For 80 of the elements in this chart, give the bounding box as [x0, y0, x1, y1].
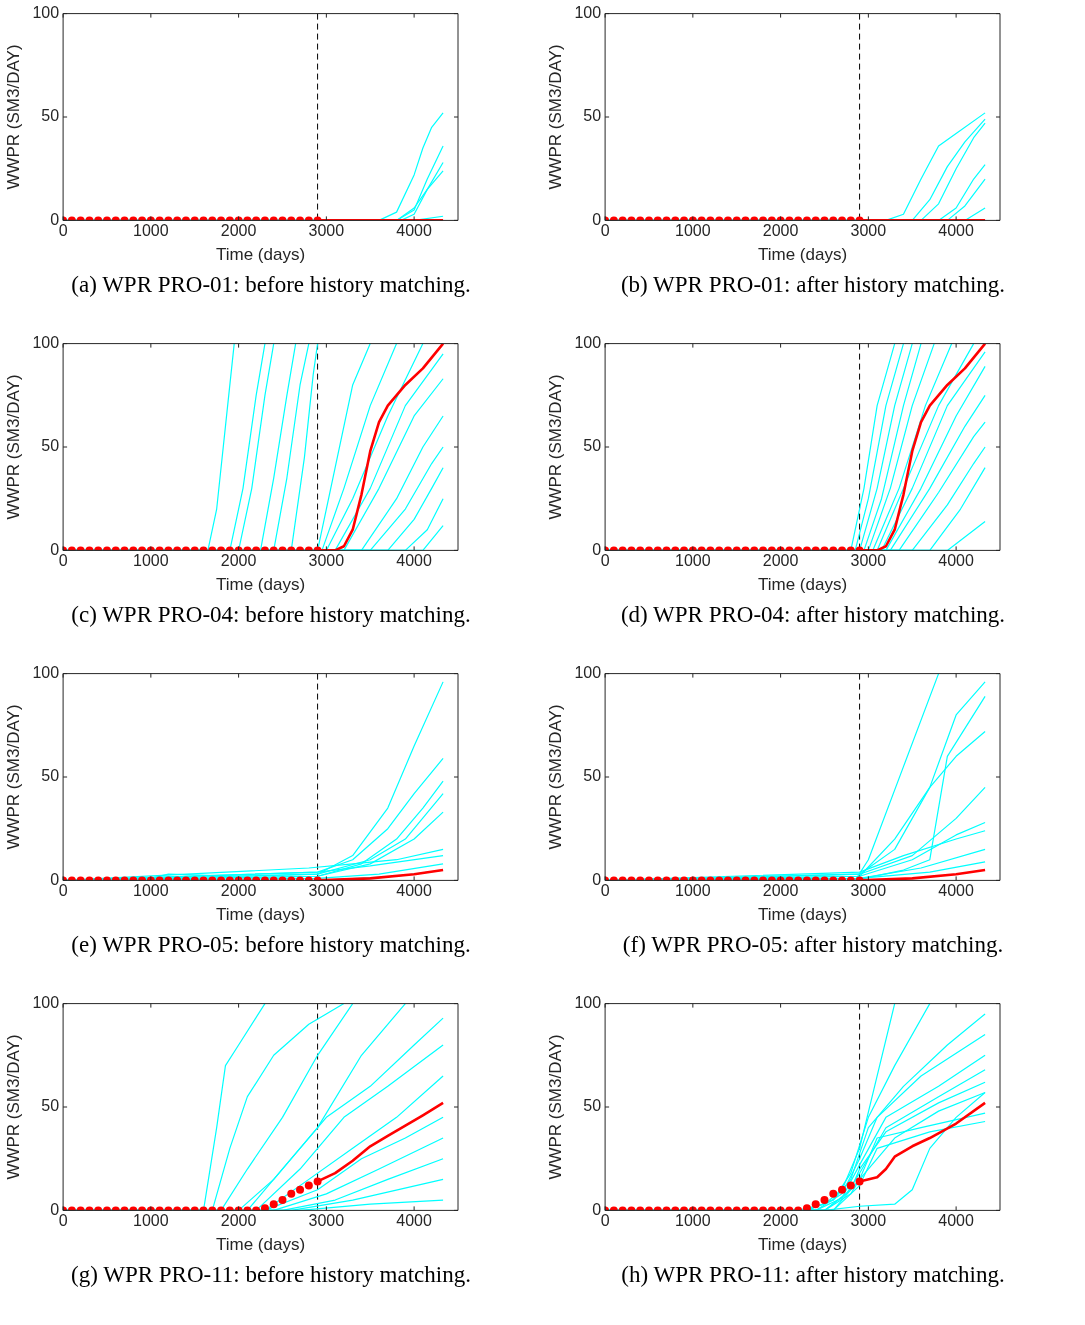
- y-tick-label: 50: [583, 107, 602, 125]
- x-tick-label: 3000: [308, 222, 345, 240]
- x-tick-label: 4000: [938, 552, 975, 570]
- x-tick-label: 4000: [938, 222, 975, 240]
- y-tick-label: 0: [50, 210, 60, 228]
- y-tick-label: 50: [583, 1097, 602, 1115]
- text: (f) WPR PRO-05: after history matching.: [621, 932, 1005, 958]
- y-tick-label: 50: [583, 437, 602, 455]
- x-tick-label: 2000: [762, 1212, 799, 1230]
- x-tick-label: 3000: [308, 1212, 345, 1230]
- y-tick-label: 50: [41, 767, 60, 785]
- x-tick-label: 1000: [675, 222, 711, 240]
- x-tick-label: 4000: [396, 1212, 433, 1230]
- y-tick-label: 50: [41, 107, 60, 125]
- y-tick-label: 100: [574, 994, 602, 1012]
- x-tick-label: 1000: [133, 882, 169, 900]
- x-tick-label: 2000: [762, 882, 799, 900]
- y-tick-label: 100: [574, 664, 602, 682]
- x-tick-label: 1000: [675, 552, 711, 570]
- x-axis-title: Time (days): [757, 905, 848, 925]
- y-tick-label: 100: [574, 4, 602, 22]
- x-tick-label: 1000: [675, 1212, 711, 1230]
- x-tick-label: 1000: [675, 882, 711, 900]
- y-tick-label: 0: [592, 870, 602, 888]
- text: (d) WPR PRO-04: after history matching.: [619, 602, 1007, 628]
- y-axis-title: WWPR (SM3/DAY): [545, 704, 565, 850]
- y-tick-label: 0: [50, 540, 60, 558]
- x-tick-label: 4000: [938, 1212, 975, 1230]
- x-tick-label: 1000: [133, 552, 169, 570]
- y-axis-title: WWPR (SM3/DAY): [545, 1034, 565, 1180]
- x-tick-label: 3000: [308, 552, 345, 570]
- y-tick-label: 100: [32, 4, 60, 22]
- x-axis-title: Time (days): [215, 575, 306, 595]
- y-tick-label: 100: [574, 334, 602, 352]
- text: (b) WPR PRO-01: after history matching.: [619, 272, 1007, 298]
- text: (g) WPR PRO-11: before history matching.: [70, 1262, 472, 1288]
- x-tick-label: 3000: [308, 882, 345, 900]
- y-tick-label: 100: [32, 994, 60, 1012]
- x-tick-label: 2000: [220, 552, 257, 570]
- y-tick-label: 0: [592, 210, 602, 228]
- y-axis-title: WWPR (SM3/DAY): [3, 704, 23, 850]
- x-tick-label: 3000: [850, 552, 887, 570]
- text: (e) WPR PRO-05: before history matching.: [70, 932, 472, 958]
- x-axis-title: Time (days): [757, 575, 848, 595]
- x-tick-label: 1000: [133, 1212, 169, 1230]
- y-tick-label: 100: [32, 334, 60, 352]
- x-tick-label: 3000: [850, 222, 887, 240]
- x-tick-label: 3000: [850, 882, 887, 900]
- y-axis-title: WWPR (SM3/DAY): [3, 44, 23, 190]
- x-tick-label: 2000: [762, 552, 799, 570]
- y-tick-label: 0: [50, 1200, 60, 1218]
- y-tick-label: 50: [583, 767, 602, 785]
- x-tick-label: 4000: [396, 882, 433, 900]
- x-tick-label: 3000: [850, 1212, 887, 1230]
- text: (a) WPR PRO-01: before history matching.: [70, 272, 472, 298]
- x-tick-label: 4000: [396, 552, 433, 570]
- x-tick-label: 4000: [938, 882, 975, 900]
- x-axis-title: Time (days): [215, 1235, 306, 1255]
- y-axis-title: WWPR (SM3/DAY): [545, 44, 565, 190]
- x-tick-label: 1000: [133, 222, 169, 240]
- y-tick-label: 0: [592, 1200, 602, 1218]
- x-axis-title: Time (days): [215, 245, 306, 265]
- x-axis-title: Time (days): [215, 905, 306, 925]
- y-tick-label: 100: [32, 664, 60, 682]
- x-tick-label: 2000: [762, 222, 799, 240]
- x-tick-label: 2000: [220, 222, 257, 240]
- x-tick-label: 2000: [220, 1212, 257, 1230]
- text: (h) WPR PRO-11: after history matching.: [620, 1262, 1006, 1288]
- x-axis-title: Time (days): [757, 1235, 848, 1255]
- y-axis-title: WWPR (SM3/DAY): [545, 374, 565, 520]
- x-tick-label: 4000: [396, 222, 433, 240]
- x-axis-title: Time (days): [757, 245, 848, 265]
- y-axis-title: WWPR (SM3/DAY): [3, 1034, 23, 1180]
- y-axis-title: WWPR (SM3/DAY): [3, 374, 23, 520]
- y-tick-label: 50: [41, 437, 60, 455]
- y-tick-label: 0: [50, 870, 60, 888]
- x-tick-label: 2000: [220, 882, 257, 900]
- y-tick-label: 0: [592, 540, 602, 558]
- y-tick-label: 50: [41, 1097, 60, 1115]
- text: (c) WPR PRO-04: before history matching.: [70, 602, 472, 628]
